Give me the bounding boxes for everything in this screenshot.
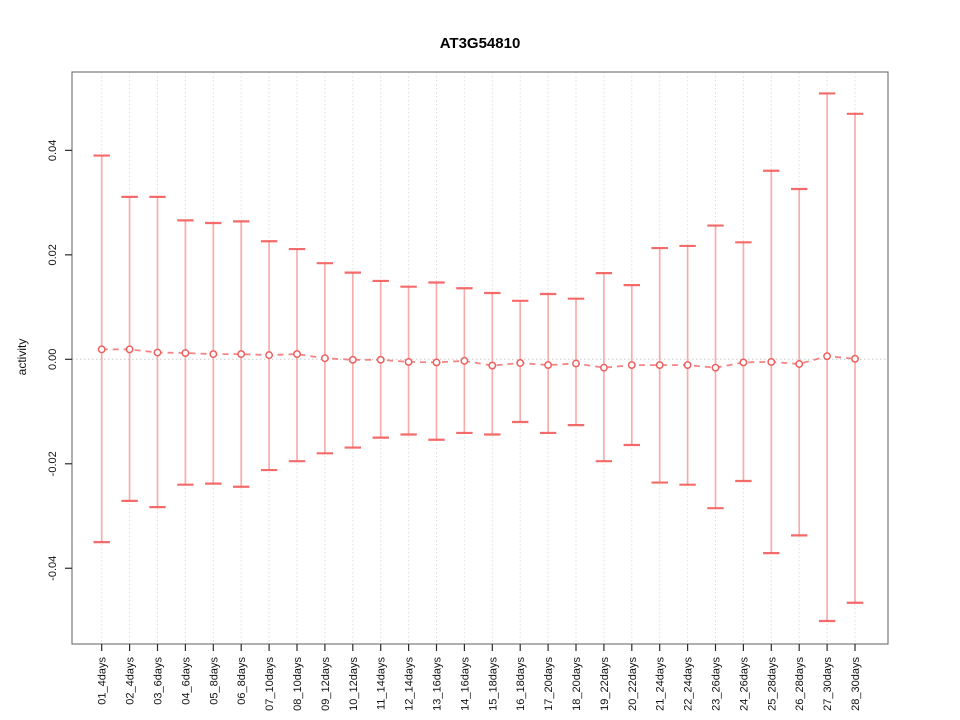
data-point [767,357,776,366]
data-point [516,359,525,367]
series-line [101,348,856,369]
x-tick-label: 08_10days [292,657,304,711]
data-point [683,361,692,370]
x-tick-label: 17_20days [543,657,555,711]
data-point [348,355,357,364]
data-point [599,363,608,372]
data-point [655,361,664,370]
data-point [823,352,832,361]
data-point [237,350,246,359]
x-tick-label: 13_16days [432,657,444,711]
axes-layer [65,71,889,651]
x-tick-label: 04_6days [180,657,192,705]
data-point [293,350,301,359]
error-bars-layer [93,92,864,623]
data-point [320,354,329,363]
x-tick-label: 07_10days [264,657,276,711]
x-tick-label: 27_30days [822,657,834,711]
data-point [265,351,274,360]
x-tick-label: 14_16days [459,657,471,711]
grid-layer [72,72,888,644]
data-point [97,345,106,354]
x-tick-label: 22_24days [683,657,695,711]
x-tick-label: 24_26days [738,657,750,711]
x-tick-label: 21_24days [655,657,667,711]
x-tick-label: 06_8days [236,657,248,705]
x-tick-label: 28_30days [850,657,862,711]
y-tick-label: 0.04 [47,140,59,161]
data-point [181,349,190,357]
series-line-layer [101,348,856,369]
x-tick-label: 11_14days [376,657,388,711]
data-point [739,358,748,367]
x-tick-label: 15_18days [487,657,499,711]
x-tick-label: 20_22days [627,657,639,711]
x-tick-label: 23_26days [711,657,723,711]
data-point [544,361,553,370]
data-point [627,361,636,370]
x-tick-label: 16_18days [515,657,527,711]
data-point [572,359,580,368]
y-tick-label: -0.02 [47,451,59,476]
data-point [711,363,720,372]
x-tick-label: 02_4days [125,657,137,705]
y-tick-label: 0.02 [47,244,59,265]
data-points-layer [97,345,859,372]
x-tick-label: 12_14days [404,657,416,711]
x-tick-label: 10_12days [348,657,360,711]
plot-box [71,71,889,645]
x-tick-label: 01_4days [97,657,109,705]
x-tick-label: 26_28days [794,657,806,711]
data-point [460,356,469,365]
x-tick-label: 03_6days [153,657,165,705]
data-point [488,361,497,370]
data-point [209,350,218,359]
data-point [795,360,804,368]
y-axis-label: activity [15,339,29,376]
data-point [404,357,413,366]
axis-labels-layer: -0.04 -0.02 0.00 0.02 0.04 01_4days 02_4days 03… [47,140,862,711]
x-tick-label: 25_28days [766,657,778,711]
x-tick-label: 05_8days [208,657,220,705]
y-tick-label: -0.04 [47,556,59,581]
x-tick-label: 19_22days [599,657,611,711]
data-point [851,354,859,363]
chart-title: AT3G54810 [440,35,521,52]
data-point [153,348,162,357]
x-tick-label: 18_20days [571,657,583,711]
data-point [432,358,441,367]
x-tick-label: 09_12days [320,657,332,711]
y-tick-label: 0.00 [47,349,59,370]
data-point [376,355,385,364]
data-point [125,345,134,354]
